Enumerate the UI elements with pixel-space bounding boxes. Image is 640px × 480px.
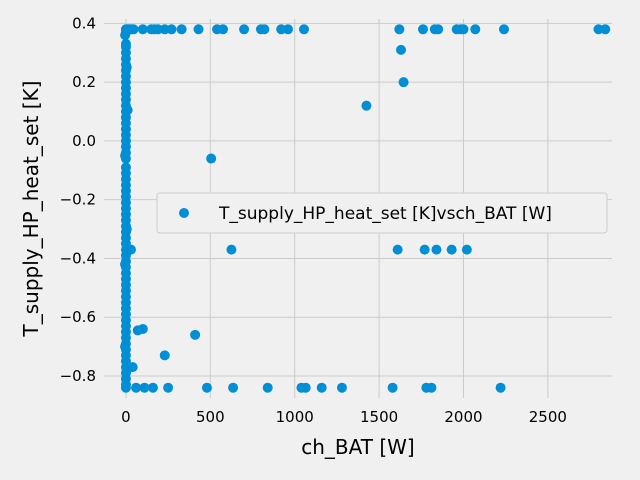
data-point bbox=[226, 244, 237, 255]
data-point bbox=[300, 382, 311, 393]
data-point bbox=[137, 24, 148, 35]
data-point bbox=[120, 382, 131, 393]
data-point bbox=[131, 382, 142, 393]
y-tick-label: 0.0 bbox=[72, 132, 96, 150]
data-point bbox=[498, 24, 509, 35]
data-point bbox=[122, 105, 133, 116]
data-points bbox=[120, 24, 611, 393]
x-tick-label: 2000 bbox=[444, 408, 482, 426]
x-axis-label: ch_BAT [W] bbox=[301, 435, 414, 459]
data-point bbox=[298, 24, 309, 35]
grid bbox=[104, 19, 612, 398]
data-point bbox=[336, 382, 347, 393]
x-tick-label: 1500 bbox=[360, 408, 398, 426]
legend-marker bbox=[179, 208, 189, 218]
data-point bbox=[259, 24, 270, 35]
data-point bbox=[392, 244, 403, 255]
data-point bbox=[396, 44, 407, 55]
data-point bbox=[316, 382, 327, 393]
data-point bbox=[433, 24, 444, 35]
data-point bbox=[176, 24, 187, 35]
data-point bbox=[419, 244, 430, 255]
data-point bbox=[470, 24, 481, 35]
x-tick-labels: 0 500 1000 1500 2000 2500 bbox=[121, 408, 567, 426]
data-point bbox=[431, 244, 442, 255]
data-point bbox=[163, 382, 174, 393]
data-point bbox=[137, 323, 148, 334]
data-point bbox=[461, 244, 472, 255]
x-tick-label: 1000 bbox=[276, 408, 314, 426]
legend-entry: T_supply_HP_heat_set [K]vsch_BAT [W] bbox=[218, 204, 552, 224]
y-axis-label: T_supply_HP_heat_set [K] bbox=[19, 81, 43, 338]
data-point bbox=[120, 150, 131, 161]
legend-box bbox=[156, 192, 608, 234]
data-point bbox=[426, 382, 437, 393]
data-point bbox=[600, 24, 611, 35]
data-point bbox=[495, 382, 506, 393]
y-tick-labels: −0.8 −0.6 −0.4 −0.2 0.0 0.2 0.4 bbox=[60, 14, 96, 385]
data-point bbox=[262, 382, 273, 393]
data-point bbox=[458, 24, 469, 35]
data-point bbox=[166, 24, 177, 35]
data-point bbox=[120, 259, 131, 270]
data-point bbox=[120, 341, 131, 352]
data-point bbox=[217, 24, 228, 35]
y-tick-label: −0.2 bbox=[60, 191, 96, 209]
y-tick-label: 0.2 bbox=[72, 73, 96, 91]
legend: T_supply_HP_heat_set [K]vsch_BAT [W] bbox=[156, 192, 608, 234]
y-tick-label: −0.4 bbox=[60, 249, 96, 267]
y-tick-label: −0.8 bbox=[60, 367, 96, 385]
data-point bbox=[417, 24, 428, 35]
data-point bbox=[127, 362, 138, 373]
y-tick-label: −0.6 bbox=[60, 308, 96, 326]
data-point bbox=[190, 329, 201, 340]
data-point bbox=[398, 77, 409, 88]
data-point bbox=[201, 382, 212, 393]
data-point bbox=[361, 100, 372, 111]
data-point bbox=[228, 382, 239, 393]
x-tick-label: 500 bbox=[196, 408, 225, 426]
data-point bbox=[139, 382, 150, 393]
x-tick-label: 2500 bbox=[529, 408, 567, 426]
data-point bbox=[206, 153, 217, 164]
data-point bbox=[394, 24, 405, 35]
y-tick-label: 0.4 bbox=[72, 14, 96, 32]
x-tick-label: 0 bbox=[121, 408, 131, 426]
data-point bbox=[282, 24, 293, 35]
data-point bbox=[121, 224, 132, 235]
data-point bbox=[193, 24, 204, 35]
data-point bbox=[446, 244, 457, 255]
data-point bbox=[239, 24, 250, 35]
data-point bbox=[159, 350, 170, 361]
data-point bbox=[128, 24, 139, 35]
data-point bbox=[387, 382, 398, 393]
data-point bbox=[126, 244, 137, 255]
data-point bbox=[147, 382, 158, 393]
data-point bbox=[121, 62, 132, 73]
